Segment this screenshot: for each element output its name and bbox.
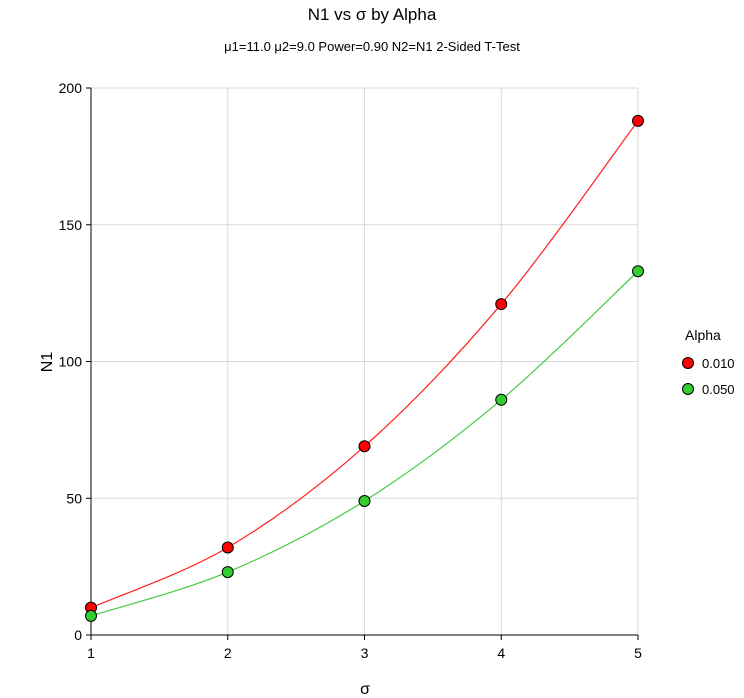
legend-title: Alpha (685, 327, 721, 343)
data-point (495, 298, 508, 311)
y-tick-label: 150 (59, 217, 83, 233)
series-layer (85, 114, 644, 622)
data-point (632, 265, 644, 278)
y-tick-label: 50 (66, 490, 82, 506)
legend-item: 0.050 (682, 382, 735, 397)
y-axis-title: N1 (39, 352, 56, 373)
legend-marker (682, 357, 694, 369)
data-point (495, 393, 508, 406)
x-tick-label: 5 (634, 645, 642, 661)
chart-title: N1 vs σ by Alpha (307, 5, 437, 24)
series-0.010 (85, 114, 644, 614)
grid-lines (91, 87, 639, 635)
x-tick-label: 4 (497, 645, 505, 661)
data-point (358, 494, 371, 507)
y-tick-label: 200 (59, 80, 83, 96)
data-point (632, 114, 644, 127)
axes (86, 87, 639, 640)
data-point (221, 566, 234, 579)
x-tick-label: 2 (224, 645, 232, 661)
legend-marker (682, 383, 694, 395)
chart-subtitle: μ1=11.0 μ2=9.0 Power=0.90 N2=N1 2-Sided … (224, 39, 520, 54)
series-0.050 (85, 265, 644, 622)
y-tick-label: 100 (59, 354, 83, 370)
series-line (90, 120, 639, 609)
data-point (221, 541, 234, 554)
x-tick-label: 1 (87, 645, 95, 661)
data-point (358, 440, 371, 453)
data-point (85, 609, 97, 622)
legend-item: 0.010 (682, 356, 735, 371)
x-tick-label: 3 (361, 645, 369, 661)
x-axis-title: σ (360, 681, 370, 698)
y-tick-label: 0 (74, 627, 82, 643)
legend-label: 0.010 (702, 356, 735, 371)
legend-label: 0.050 (702, 382, 735, 397)
legend: Alpha 0.010 0.050 (682, 327, 735, 397)
